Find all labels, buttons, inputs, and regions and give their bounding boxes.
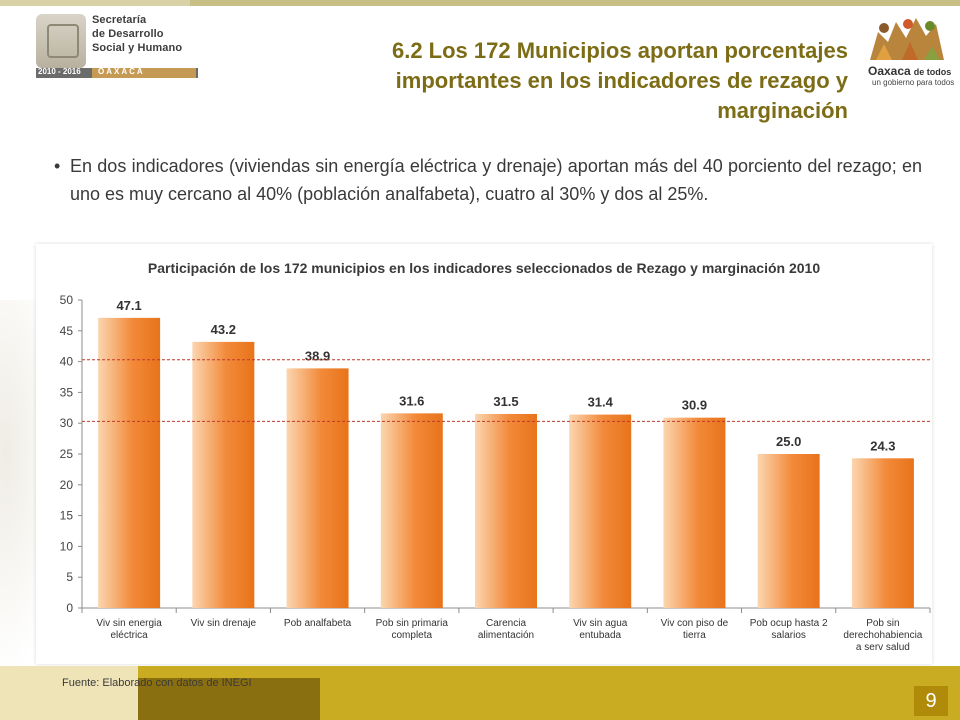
logo-brand-name: Oaxaca bbox=[868, 64, 911, 78]
top-accent-bar bbox=[190, 0, 960, 6]
category-label: Pob analfabeta bbox=[284, 618, 352, 629]
data-label: 25.0 bbox=[776, 434, 801, 449]
category-label: completa bbox=[391, 630, 432, 641]
y-tick-label: 25 bbox=[60, 447, 74, 461]
y-tick-label: 30 bbox=[60, 416, 74, 430]
category-label: entubada bbox=[579, 630, 621, 641]
category-label: Carencia bbox=[486, 618, 526, 629]
footer-band bbox=[0, 666, 960, 720]
chart-title: Participación de los 172 municipios en l… bbox=[147, 260, 821, 276]
bar bbox=[569, 414, 632, 608]
y-tick-label: 40 bbox=[60, 355, 74, 369]
category-label: a serv salud bbox=[856, 642, 910, 653]
logo-brand-tail: de todos bbox=[913, 67, 952, 77]
category-label: Pob sin bbox=[866, 618, 899, 629]
data-label: 43.2 bbox=[211, 322, 236, 337]
category-label: Viv con piso de bbox=[661, 618, 729, 629]
category-label: Viv sin drenaje bbox=[191, 618, 257, 629]
bar bbox=[98, 317, 161, 608]
bar bbox=[851, 458, 914, 608]
logo-years: 2010 - 2016 bbox=[38, 67, 81, 76]
bar bbox=[475, 413, 537, 608]
logo-line-3: Social y Humano bbox=[92, 42, 183, 54]
bar bbox=[757, 454, 820, 608]
logo-bar: 2010 - 2016 OAXACA bbox=[36, 67, 198, 78]
slide-title: 6.2 Los 172 Municipios aportan porcentaj… bbox=[391, 38, 848, 123]
bar bbox=[192, 341, 255, 608]
logo-line-2: de Desarrollo bbox=[92, 28, 164, 40]
bullet-text: En dos indicadores (viviendas sin energí… bbox=[70, 156, 922, 204]
people-illustration-icon bbox=[870, 18, 944, 60]
footer-pale-block bbox=[0, 666, 138, 720]
logo-tagline: un gobierno para todos bbox=[872, 78, 955, 87]
source-note: Fuente: Elaborado con datos de INEGI bbox=[62, 677, 252, 689]
bullet-marker: • bbox=[54, 156, 61, 176]
category-label: Viv sin energia bbox=[96, 618, 162, 629]
y-tick-label: 35 bbox=[60, 385, 74, 399]
data-label: 31.6 bbox=[399, 393, 424, 408]
footer-dark-block bbox=[138, 678, 320, 720]
y-tick-label: 0 bbox=[66, 601, 73, 615]
category-label: Pob sin primaria bbox=[376, 618, 449, 629]
category-label: alimentación bbox=[478, 630, 534, 641]
data-label: 30.9 bbox=[682, 398, 707, 413]
oaxaca-de-todos-logo: Oaxaca de todos un gobierno para todos bbox=[860, 12, 958, 96]
logo-state-band: OAXACA bbox=[92, 67, 196, 78]
y-tick-label: 15 bbox=[60, 509, 74, 523]
data-label: 24.3 bbox=[870, 438, 895, 453]
logo-state: OAXACA bbox=[98, 67, 145, 76]
category-label: tierra bbox=[683, 630, 706, 641]
data-label: 38.9 bbox=[305, 348, 330, 363]
y-tick-label: 20 bbox=[60, 478, 74, 492]
y-tick-label: 5 bbox=[66, 570, 73, 584]
y-tick-label: 50 bbox=[60, 293, 74, 307]
y-tick-label: 45 bbox=[60, 324, 74, 338]
category-label: Viv sin agua bbox=[573, 618, 628, 629]
bullet-paragraph: • En dos indicadores (viviendas sin ener… bbox=[54, 152, 922, 208]
sedesoh-logo: Secretaría de Desarrollo Social y Humano… bbox=[6, 12, 198, 78]
data-label: 47.1 bbox=[116, 298, 141, 313]
category-label: Pob ocup hasta 2 bbox=[750, 618, 828, 629]
coat-of-arms-icon bbox=[36, 14, 86, 68]
chart-panel: Participación de los 172 municipios en l… bbox=[36, 244, 932, 664]
bar bbox=[380, 413, 443, 608]
bar bbox=[286, 368, 349, 608]
category-label: eléctrica bbox=[110, 630, 148, 641]
data-label: 31.4 bbox=[588, 395, 614, 410]
y-tick-label: 10 bbox=[60, 539, 74, 553]
logo-line-1: Secretaría bbox=[92, 14, 147, 26]
logo-brand: Oaxaca de todos bbox=[868, 64, 951, 78]
bar bbox=[663, 417, 726, 608]
page-number: 9 bbox=[914, 686, 948, 716]
data-label: 31.5 bbox=[493, 394, 518, 409]
category-label: salarios bbox=[771, 630, 805, 641]
category-label: derechohabiencia bbox=[843, 630, 922, 641]
